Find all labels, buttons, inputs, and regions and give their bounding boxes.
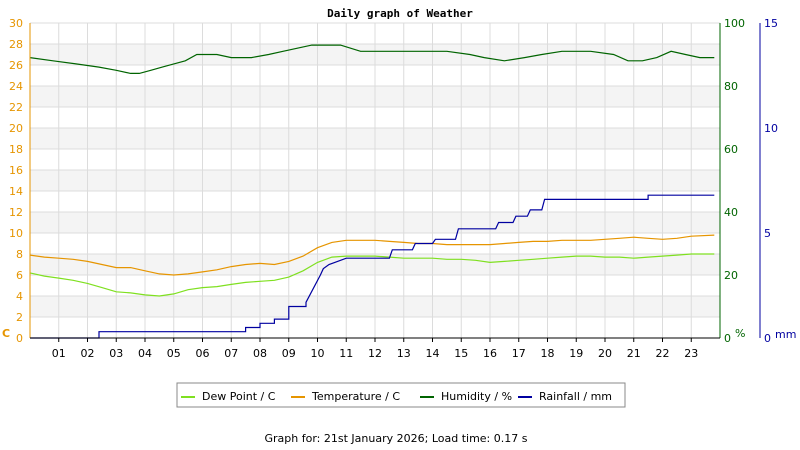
series-line-1 xyxy=(29,234,715,276)
legend: Dew Point / C Temperature / C Humidity / %… xyxy=(176,382,626,408)
x-tick-label: 01 xyxy=(52,347,66,360)
series-line-0 xyxy=(29,253,715,297)
humidity-tick-label: 100 xyxy=(724,17,745,30)
x-tick-label: 23 xyxy=(684,347,698,360)
series-layer xyxy=(29,44,715,339)
humidity-tick-label: 80 xyxy=(724,80,738,93)
left-tick-label: 12 xyxy=(9,206,23,219)
x-tick-label: 11 xyxy=(339,347,353,360)
chart-title: Daily graph of Weather xyxy=(327,7,473,20)
legend-label: Temperature / C xyxy=(311,390,400,403)
x-tick-label: 05 xyxy=(167,347,181,360)
legend-box xyxy=(176,382,626,408)
x-tick-label: 16 xyxy=(483,347,497,360)
left-tick-label: 26 xyxy=(9,59,23,72)
rain-tick-label: 10 xyxy=(764,122,778,135)
left-axis-unit: C xyxy=(2,327,10,340)
legend-label: Rainfall / mm xyxy=(539,390,612,403)
x-tick-label: 09 xyxy=(282,347,296,360)
rain-axis-unit: mm xyxy=(775,328,796,341)
x-tick-label: 03 xyxy=(109,347,123,360)
x-tick-label: 13 xyxy=(397,347,411,360)
series-line-3 xyxy=(30,194,715,339)
left-tick-label: 8 xyxy=(16,248,23,261)
legend-label: Humidity / % xyxy=(441,390,512,403)
x-tick-label: 08 xyxy=(253,347,267,360)
left-tick-label: 18 xyxy=(9,143,23,156)
left-tick-label: 14 xyxy=(9,185,23,198)
humidity-tick-label: 60 xyxy=(724,143,738,156)
grid-lines xyxy=(30,22,720,339)
x-tick-label: 21 xyxy=(627,347,641,360)
left-tick-label: 28 xyxy=(9,38,23,51)
rain-tick-label: 0 xyxy=(764,332,771,345)
rain-tick-label: 15 xyxy=(764,17,778,30)
left-tick-label: 4 xyxy=(16,290,23,303)
left-tick-label: 30 xyxy=(9,17,23,30)
x-tick-label: 12 xyxy=(368,347,382,360)
series-line-2 xyxy=(29,44,715,75)
left-tick-label: 22 xyxy=(9,101,23,114)
left-tick-label: 24 xyxy=(9,80,23,93)
left-tick-label: 2 xyxy=(16,311,23,324)
footer-text: Graph for: 21st January 2026; Load time:… xyxy=(265,432,528,445)
left-tick-label: 20 xyxy=(9,122,23,135)
humidity-tick-label: 20 xyxy=(724,269,738,282)
left-tick-label: 6 xyxy=(16,269,23,282)
left-tick-label: 0 xyxy=(16,332,23,345)
x-tick-label: 22 xyxy=(656,347,670,360)
rain-tick-label: 5 xyxy=(764,227,771,240)
x-tick-label: 17 xyxy=(512,347,526,360)
x-tick-label: 18 xyxy=(541,347,555,360)
x-tick-label: 19 xyxy=(569,347,583,360)
x-tick-label: 02 xyxy=(81,347,95,360)
humidity-tick-label: 40 xyxy=(724,206,738,219)
x-tick-label: 15 xyxy=(454,347,468,360)
x-tick-label: 20 xyxy=(598,347,612,360)
x-tick-label: 06 xyxy=(196,347,210,360)
x-tick-label: 10 xyxy=(311,347,325,360)
legend-label: Dew Point / C xyxy=(202,390,276,403)
left-tick-label: 16 xyxy=(9,164,23,177)
x-tick-label: 07 xyxy=(224,347,238,360)
left-tick-label: 10 xyxy=(9,227,23,240)
humidity-axis-unit: % xyxy=(735,327,745,340)
x-tick-label: 14 xyxy=(426,347,440,360)
humidity-tick-label: 0 xyxy=(724,332,731,345)
x-tick-label: 04 xyxy=(138,347,152,360)
